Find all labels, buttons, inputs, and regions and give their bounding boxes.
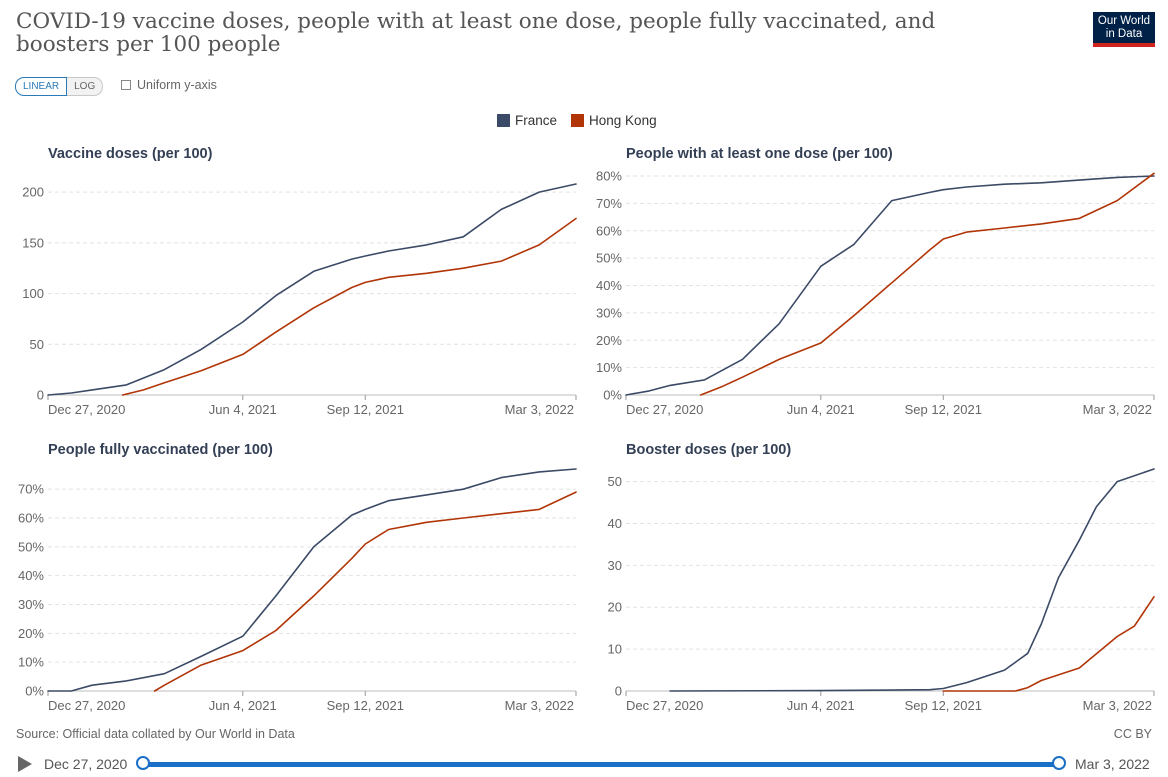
y-tick-label: 200 bbox=[22, 185, 44, 200]
y-tick-label: 20 bbox=[608, 600, 622, 615]
uniform-y-axis-toggle[interactable]: Uniform y-axis bbox=[121, 78, 217, 92]
logo-line-1: Our World bbox=[1097, 15, 1151, 27]
scale-toggle: LINEAR LOG bbox=[15, 77, 104, 96]
y-tick-label: 30% bbox=[596, 305, 622, 320]
x-tick-label: Jun 4, 2021 bbox=[209, 698, 277, 713]
legend-swatch-france bbox=[497, 114, 510, 127]
timeline-start-label: Dec 27, 2020 bbox=[44, 756, 128, 772]
chart-fully-vaccinated: People fully vaccinated (per 100) 0% 10% 20… bbox=[18, 442, 577, 713]
chart-title-one-dose: People with at least one dose (per 100) bbox=[626, 146, 893, 162]
checkbox-icon[interactable] bbox=[121, 80, 131, 90]
series-line-hong-kong[interactable] bbox=[121, 217, 577, 396]
chart-one-dose: People with at least one dose (per 100) 0… bbox=[596, 146, 1155, 417]
legend-label-hong-kong: Hong Kong bbox=[589, 113, 657, 128]
x-tick-label: Mar 3, 2022 bbox=[1083, 402, 1152, 417]
chart-vaccine-doses: Vaccine doses (per 100) 0 50 100 150 200 Dec 2… bbox=[22, 146, 577, 417]
timeline-end-label: Mar 3, 2022 bbox=[1075, 756, 1150, 772]
series-line-france[interactable] bbox=[625, 175, 1155, 396]
x-tick-label: Mar 3, 2022 bbox=[1083, 698, 1152, 713]
x-tick-label: Mar 3, 2022 bbox=[505, 402, 574, 417]
x-tick-label: Jun 4, 2021 bbox=[209, 402, 277, 417]
timeline: Dec 27, 2020 Mar 3, 2022 bbox=[0, 752, 1168, 777]
x-tick-label: Sep 12, 2021 bbox=[905, 698, 982, 713]
x-tick-label: Mar 3, 2022 bbox=[505, 698, 574, 713]
y-tick-label: 60% bbox=[596, 223, 622, 238]
y-tick-label: 80% bbox=[596, 169, 622, 184]
play-icon[interactable] bbox=[18, 756, 32, 772]
x-tick-label: Dec 27, 2020 bbox=[48, 698, 125, 713]
y-tick-label: 0% bbox=[603, 388, 622, 403]
x-tick-label: Dec 27, 2020 bbox=[626, 402, 703, 417]
source-note: Source: Official data collated by Our Wo… bbox=[16, 727, 295, 741]
x-tick-label: Sep 12, 2021 bbox=[905, 402, 982, 417]
y-tick-label: 0 bbox=[615, 684, 622, 699]
x-tick-label: Dec 27, 2020 bbox=[48, 402, 125, 417]
y-tick-label: 50% bbox=[18, 539, 44, 554]
legend-item-hong-kong[interactable]: Hong Kong bbox=[571, 113, 657, 128]
page-title: COVID-19 vaccine doses, people with at l… bbox=[16, 9, 936, 57]
chart-title-fully-vaccinated: People fully vaccinated (per 100) bbox=[48, 442, 273, 458]
y-tick-label: 50% bbox=[596, 251, 622, 266]
y-tick-label: 10 bbox=[608, 642, 622, 657]
y-tick-label: 0 bbox=[37, 388, 44, 403]
y-tick-label: 100 bbox=[22, 286, 44, 301]
series-line-hong-kong[interactable] bbox=[699, 172, 1155, 396]
series-line-hong-kong[interactable] bbox=[153, 491, 577, 692]
timeline-track[interactable] bbox=[143, 762, 1059, 767]
legend: France Hong Kong bbox=[497, 113, 671, 128]
logo-line-2: in Data bbox=[1105, 28, 1143, 40]
y-tick-label: 0% bbox=[25, 684, 44, 699]
y-tick-label: 40 bbox=[608, 516, 622, 531]
y-tick-label: 50 bbox=[608, 474, 622, 489]
y-tick-label: 40% bbox=[596, 278, 622, 293]
legend-item-france[interactable]: France bbox=[497, 113, 557, 128]
y-tick-label: 30 bbox=[608, 558, 622, 573]
log-scale-button[interactable]: LOG bbox=[67, 77, 104, 96]
x-tick-label: Sep 12, 2021 bbox=[327, 402, 404, 417]
y-tick-label: 30% bbox=[18, 597, 44, 612]
y-tick-label: 20% bbox=[18, 626, 44, 641]
series-line-france[interactable] bbox=[669, 468, 1155, 692]
y-tick-label: 150 bbox=[22, 235, 44, 250]
y-tick-label: 60% bbox=[18, 511, 44, 526]
y-tick-label: 40% bbox=[18, 568, 44, 583]
timeline-end-handle[interactable] bbox=[1052, 756, 1066, 770]
linear-scale-button[interactable]: LINEAR bbox=[15, 77, 68, 96]
series-line-france[interactable] bbox=[47, 468, 577, 692]
legend-swatch-hong-kong bbox=[571, 114, 585, 127]
chart-title-vaccine-doses: Vaccine doses (per 100) bbox=[48, 146, 213, 162]
chart-title-booster-doses: Booster doses (per 100) bbox=[626, 442, 791, 458]
y-tick-label: 70% bbox=[18, 482, 44, 497]
x-tick-label: Jun 4, 2021 bbox=[787, 698, 855, 713]
x-tick-label: Jun 4, 2021 bbox=[787, 402, 855, 417]
chart-booster-doses: Booster doses (per 100) 0 10 20 30 40 50 Dec 27… bbox=[608, 442, 1155, 713]
x-tick-label: Dec 27, 2020 bbox=[626, 698, 703, 713]
y-tick-label: 20% bbox=[596, 333, 622, 348]
x-tick-label: Sep 12, 2021 bbox=[327, 698, 404, 713]
series-line-hong-kong[interactable] bbox=[942, 595, 1155, 692]
y-tick-label: 70% bbox=[596, 196, 622, 211]
legend-label-france: France bbox=[515, 113, 558, 128]
series-line-france[interactable] bbox=[47, 183, 577, 396]
uniform-y-axis-label: Uniform y-axis bbox=[137, 78, 217, 92]
y-tick-label: 50 bbox=[30, 337, 44, 352]
timeline-start-handle[interactable] bbox=[136, 756, 150, 770]
y-tick-label: 10% bbox=[18, 655, 44, 670]
y-tick-label: 10% bbox=[596, 360, 622, 375]
owid-logo[interactable]: Our World in Data bbox=[1093, 12, 1155, 47]
license-link[interactable]: CC BY bbox=[1113, 727, 1152, 741]
